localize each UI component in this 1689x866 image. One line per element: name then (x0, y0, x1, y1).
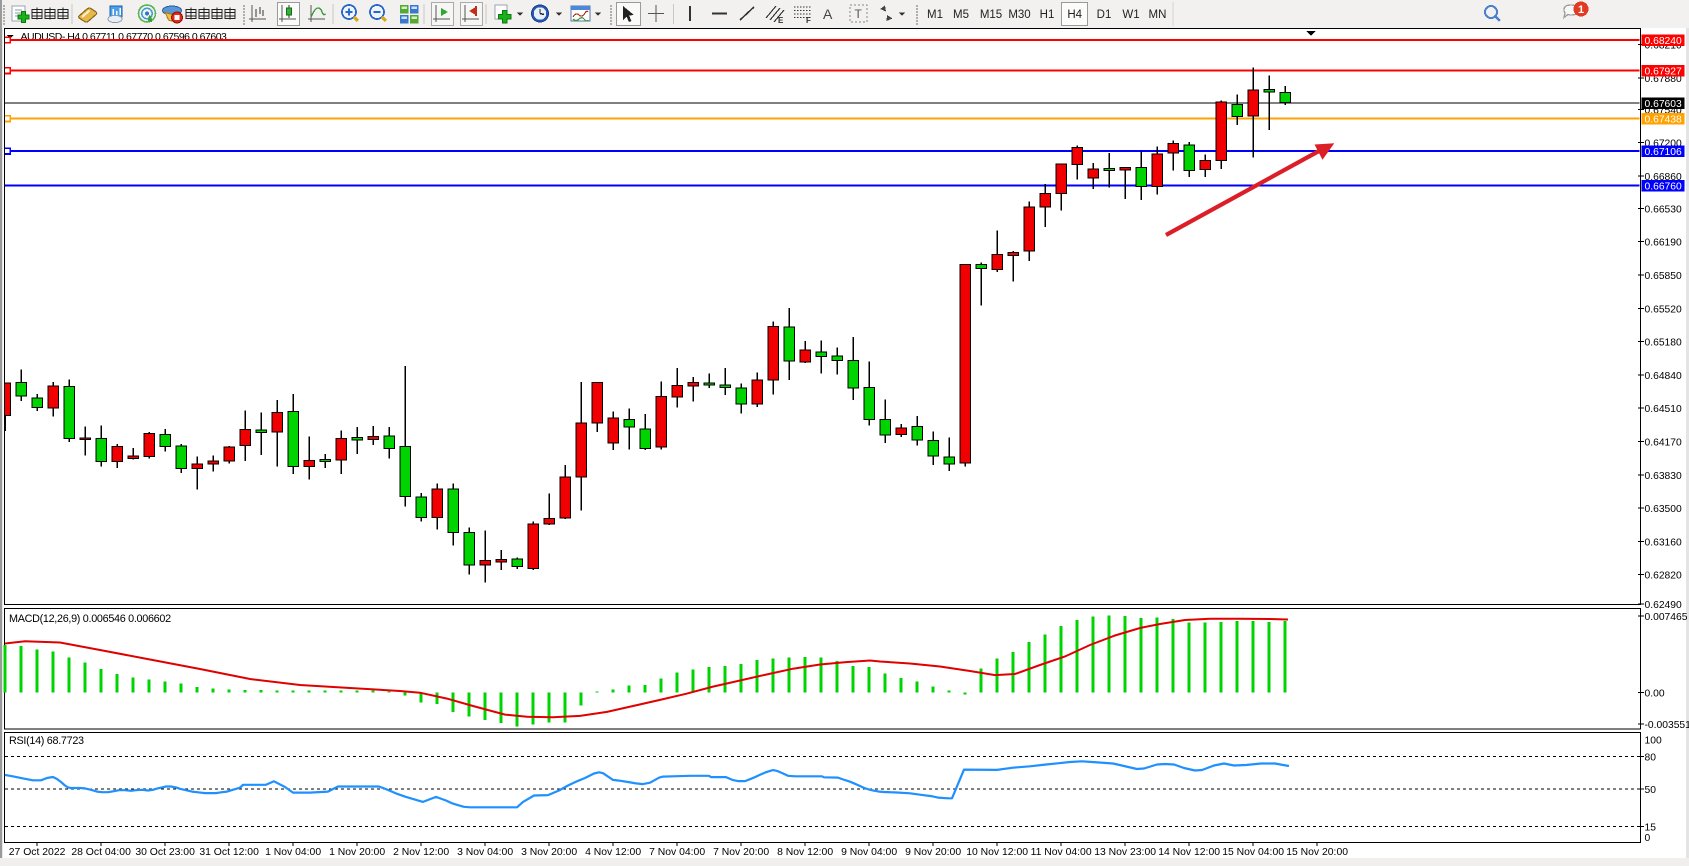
svg-text:30 Oct 23:00: 30 Oct 23:00 (135, 847, 195, 858)
svg-text:80: 80 (1645, 753, 1657, 764)
svg-text:10 Nov 12:00: 10 Nov 12:00 (966, 847, 1028, 858)
svg-text:A: A (823, 6, 833, 22)
svg-text:0.63160: 0.63160 (1645, 537, 1682, 548)
svg-text:0: 0 (1645, 833, 1651, 844)
svg-text:15 Nov 04:00: 15 Nov 04:00 (1222, 847, 1284, 858)
svg-text:4 Nov 12:00: 4 Nov 12:00 (585, 847, 641, 858)
svg-text:27 Oct 2022: 27 Oct 2022 (9, 847, 66, 858)
svg-text:F: F (806, 16, 811, 25)
svg-text:0.64170: 0.64170 (1645, 438, 1682, 449)
svg-text:0.65180: 0.65180 (1645, 338, 1682, 349)
svg-text:14 Nov 12:00: 14 Nov 12:00 (1158, 847, 1220, 858)
svg-text:0.65850: 0.65850 (1645, 271, 1682, 282)
svg-text:0.66190: 0.66190 (1645, 238, 1682, 249)
svg-text:0.67880: 0.67880 (1645, 74, 1682, 85)
svg-text:8 Nov 12:00: 8 Nov 12:00 (777, 847, 833, 858)
svg-text:0.00: 0.00 (1645, 688, 1665, 699)
svg-text:0.67106: 0.67106 (1645, 147, 1682, 158)
svg-text:1 Nov 04:00: 1 Nov 04:00 (265, 847, 321, 858)
svg-text:0.67438: 0.67438 (1645, 115, 1682, 126)
svg-text:100: 100 (1645, 736, 1662, 747)
svg-text:E: E (778, 16, 784, 25)
svg-text:AUDUSD-.H4 0.67711 0.67770 0.: AUDUSD-.H4 0.67711 0.67770 0.67596 0.676… (21, 31, 228, 43)
svg-text:0.67603: 0.67603 (1645, 99, 1682, 110)
svg-text:D1: D1 (1097, 9, 1112, 21)
svg-text:0.66530: 0.66530 (1645, 204, 1682, 215)
svg-text:0.64840: 0.64840 (1645, 371, 1682, 382)
svg-text:RSI(14) 68.7723: RSI(14) 68.7723 (9, 735, 84, 747)
svg-text:0.65520: 0.65520 (1645, 304, 1682, 315)
svg-text:0.62820: 0.62820 (1645, 571, 1682, 582)
svg-text:28 Oct 04:00: 28 Oct 04:00 (71, 847, 131, 858)
svg-text:H4: H4 (1067, 9, 1082, 21)
svg-text:31 Oct 12:00: 31 Oct 12:00 (199, 847, 259, 858)
svg-text:15 Nov 20:00: 15 Nov 20:00 (1286, 847, 1348, 858)
svg-text:0.66760: 0.66760 (1645, 182, 1682, 193)
svg-text:0.64510: 0.64510 (1645, 404, 1682, 415)
svg-text:W1: W1 (1122, 9, 1139, 21)
svg-text:M15: M15 (980, 9, 1002, 21)
svg-text:1 Nov 20:00: 1 Nov 20:00 (329, 847, 385, 858)
svg-text:50: 50 (1645, 785, 1657, 796)
svg-text:MACD(12,26,9) 0.006546 0.00660: MACD(12,26,9) 0.006546 0.006602 (9, 613, 171, 625)
svg-text:3 Nov 20:00: 3 Nov 20:00 (521, 847, 577, 858)
svg-text:-0.003551: -0.003551 (1645, 720, 1689, 731)
svg-text:M1: M1 (927, 9, 943, 21)
svg-text:3 Nov 04:00: 3 Nov 04:00 (457, 847, 513, 858)
svg-text:1: 1 (1578, 4, 1584, 16)
svg-text:0.63830: 0.63830 (1645, 471, 1682, 482)
svg-text:M30: M30 (1008, 9, 1030, 21)
svg-text:MN: MN (1149, 9, 1167, 21)
svg-text:9 Nov 04:00: 9 Nov 04:00 (841, 847, 897, 858)
svg-text:0.62490: 0.62490 (1645, 600, 1682, 611)
svg-text:0.67927: 0.67927 (1645, 67, 1682, 78)
svg-text:7 Nov 20:00: 7 Nov 20:00 (713, 847, 769, 858)
svg-text:0.63500: 0.63500 (1645, 504, 1682, 515)
svg-text:0.68240: 0.68240 (1645, 36, 1682, 47)
svg-text:H1: H1 (1040, 9, 1055, 21)
svg-text:0.66860: 0.66860 (1645, 172, 1682, 183)
svg-text:0.68210: 0.68210 (1645, 41, 1682, 52)
svg-text:9 Nov 20:00: 9 Nov 20:00 (905, 847, 961, 858)
svg-text:0.007465: 0.007465 (1645, 612, 1688, 623)
svg-text:11 Nov 04:00: 11 Nov 04:00 (1031, 847, 1092, 858)
svg-text:T: T (855, 7, 863, 21)
svg-text:13 Nov 23:00: 13 Nov 23:00 (1094, 847, 1156, 858)
svg-text:7 Nov 04:00: 7 Nov 04:00 (649, 847, 705, 858)
svg-text:M5: M5 (953, 9, 969, 21)
svg-text:0.67540: 0.67540 (1645, 106, 1682, 117)
svg-text:0.67200: 0.67200 (1645, 139, 1682, 150)
svg-text:15: 15 (1645, 823, 1657, 834)
svg-text:2 Nov 12:00: 2 Nov 12:00 (393, 847, 449, 858)
